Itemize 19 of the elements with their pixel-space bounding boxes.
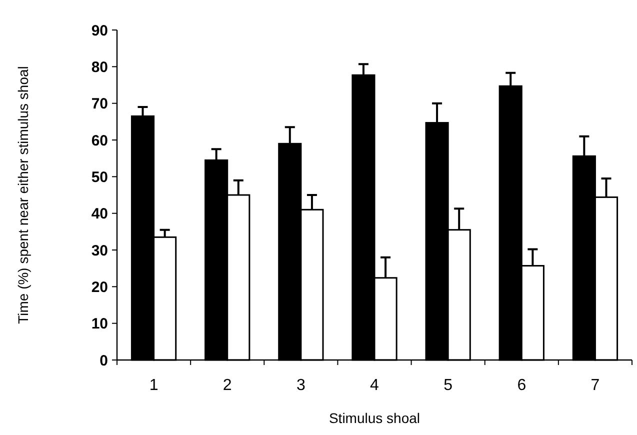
y-tick-label: 30 bbox=[91, 242, 108, 260]
x-axis-title: Stimulus shoal bbox=[328, 410, 420, 426]
x-tick-label: 5 bbox=[444, 377, 453, 394]
x-tick-label: 4 bbox=[370, 377, 380, 394]
y-tick-label: 50 bbox=[91, 168, 108, 186]
y-tick-label: 10 bbox=[91, 316, 108, 333]
x-tick-label: 2 bbox=[222, 377, 232, 394]
y-axis-title: Time (%) spent near either stimulus shoal bbox=[15, 66, 31, 324]
y-tick-label: 0 bbox=[100, 352, 108, 370]
x-tick-label: 1 bbox=[149, 377, 158, 394]
x-tick-label: 3 bbox=[296, 377, 306, 394]
y-tick-label: 70 bbox=[91, 96, 108, 113]
y-tick-label: 20 bbox=[91, 278, 108, 296]
x-tick-label: 7 bbox=[590, 377, 600, 394]
y-tick-label: 60 bbox=[91, 132, 108, 150]
y-tick-label: 80 bbox=[91, 58, 108, 76]
y-tick-label: 90 bbox=[91, 22, 108, 40]
x-tick-label: 6 bbox=[517, 377, 526, 394]
y-tick-label: 40 bbox=[91, 206, 108, 223]
